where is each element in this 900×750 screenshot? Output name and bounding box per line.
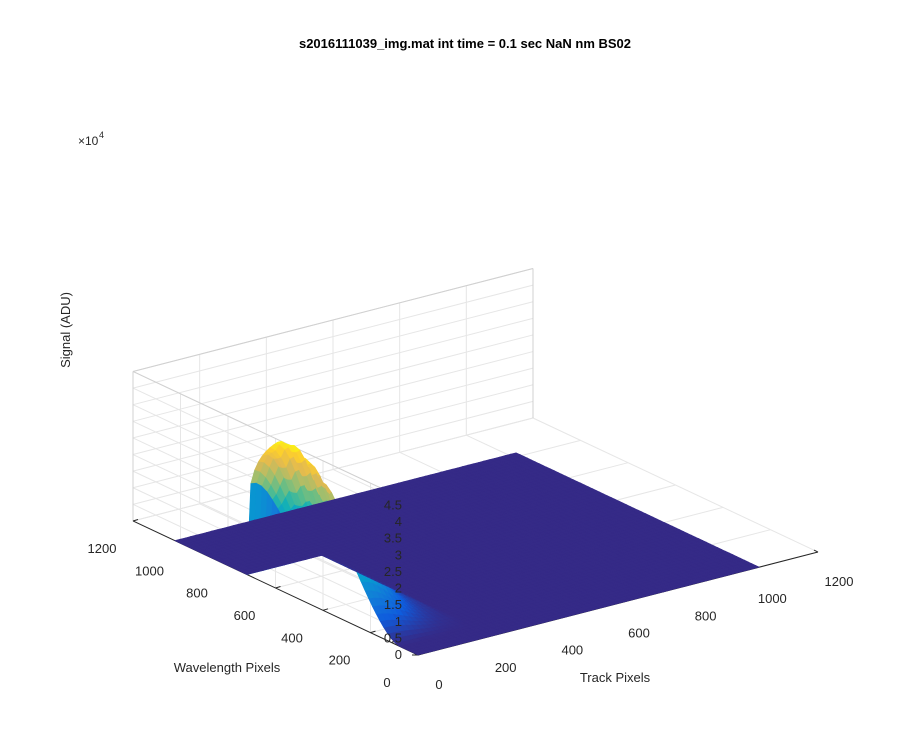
grid-line-backwall-z [132, 351, 534, 456]
y-tick-label: 600 [234, 608, 256, 623]
x-axis-label: Track Pixels [580, 670, 651, 685]
z-tick-label: 2.5 [384, 564, 402, 579]
grid-line-backwall-z [132, 317, 534, 422]
z-tick-label: 2 [395, 581, 402, 596]
grid-line-leftwall-z [132, 503, 419, 639]
z-tick-label: 4 [395, 514, 402, 529]
y-tick-mark [322, 608, 329, 611]
x-tick-label: 0 [435, 677, 442, 692]
z-tick-label: 0 [395, 647, 402, 662]
z-tick-label: 3 [395, 547, 402, 562]
z-exponent-power: 4 [99, 130, 104, 140]
y-tick-label: 1000 [135, 563, 164, 578]
grid-line-backwall-z [132, 417, 534, 522]
box-edge-top-right [132, 268, 534, 372]
z-tick-label: 3.5 [384, 531, 402, 546]
z-tick-label: 1.5 [384, 597, 402, 612]
grid-line-backwall-z [132, 384, 534, 489]
z-exponent-base: ×10 [78, 134, 99, 148]
x-tick-label: 200 [495, 660, 517, 675]
grid-line-backwall-z [132, 301, 534, 406]
x-tick-label: 1000 [758, 591, 787, 606]
z-tick-label: 0.5 [384, 630, 402, 645]
grid-line-backwall-z [132, 400, 534, 505]
surface-plot [173, 440, 761, 656]
x-tick-label: 1200 [825, 574, 854, 589]
y-tick-mark [275, 586, 281, 589]
x-tick-label: 600 [628, 626, 650, 641]
box-edge-top-left [132, 371, 419, 506]
y-tick-label: 400 [281, 630, 303, 645]
x-tick-label: 800 [695, 608, 717, 623]
y-tick-mark [370, 630, 376, 634]
z-tick-label: 1 [395, 614, 402, 629]
grid-line-backwall-z [132, 334, 534, 439]
y-axis-label: Wavelength Pixels [174, 660, 281, 675]
y-tick-label: 1200 [88, 541, 117, 556]
x-tick-label: 400 [561, 643, 583, 658]
y-tick-mark [132, 518, 139, 522]
grid-line-backwall-z [132, 284, 534, 389]
y-tick-label: 0 [383, 675, 390, 690]
chart-title: s2016111039_img.mat int time = 0.1 sec N… [299, 36, 631, 51]
z-tick-label: 4.5 [384, 498, 402, 513]
grid-line-backwall-z [132, 367, 534, 472]
x-tick-mark [813, 549, 819, 553]
y-tick-label: 200 [329, 653, 351, 668]
y-tick-label: 800 [186, 586, 208, 601]
z-axis-label: Signal (ADU) [58, 292, 73, 368]
